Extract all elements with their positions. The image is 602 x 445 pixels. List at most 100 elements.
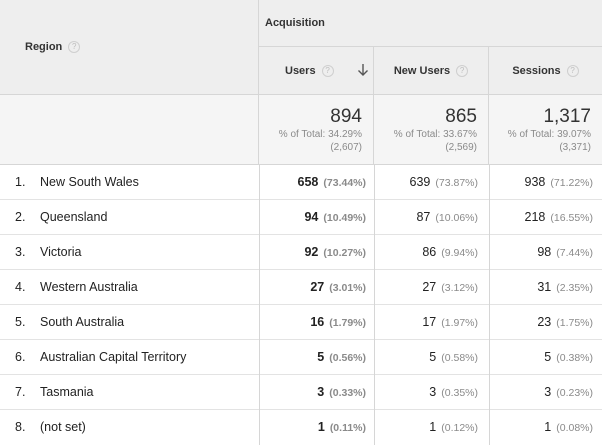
new-users-cell: 87 (10.06%) — [374, 200, 489, 235]
column-divider — [259, 165, 260, 200]
users-column-header[interactable]: Users ? — [259, 47, 374, 95]
sessions-value: 31 — [537, 280, 552, 294]
new-users-header-label: New Users — [393, 64, 451, 77]
sessions-percent: (0.23%) — [556, 387, 593, 399]
new-users-value: 639 — [409, 175, 431, 189]
users-cell: 658 (73.44%) — [259, 165, 374, 200]
new-users-percent: (10.06%) — [435, 212, 478, 224]
users-percent: (0.56%) — [329, 352, 366, 364]
sessions-cell: 31 (2.35%) — [489, 270, 602, 305]
region-link[interactable]: (not set) — [40, 420, 86, 434]
column-divider — [374, 235, 375, 270]
region-link[interactable]: Tasmania — [40, 385, 94, 399]
users-percent: (0.11%) — [329, 422, 366, 434]
new-users-total-value: 865 — [445, 106, 477, 127]
new-users-value: 3 — [429, 385, 437, 399]
new-users-percent: (73.87%) — [435, 177, 478, 189]
help-icon[interactable]: ? — [321, 64, 334, 77]
table-row: 6. Australian Capital Territory 5 (0.56%)… — [0, 340, 602, 375]
users-total-percent: % of Total: 34.29% — [278, 129, 362, 140]
users-total-value: 894 — [330, 106, 362, 127]
region-header-label: Region — [25, 41, 63, 53]
region-link[interactable]: Victoria — [40, 245, 82, 259]
sessions-cell: 23 (1.75%) — [489, 305, 602, 340]
column-divider — [374, 375, 375, 410]
users-value: 1 — [317, 420, 325, 434]
table-row: 7. Tasmania 3 (0.33%) 3 (0.35%) 3 (0.23%) — [0, 375, 602, 410]
column-divider — [259, 410, 260, 445]
region-link[interactable]: Western Australia — [40, 280, 138, 294]
new-users-percent: (0.58%) — [441, 352, 478, 364]
new-users-value: 5 — [429, 350, 437, 364]
sessions-value: 938 — [524, 175, 546, 189]
sessions-column-header[interactable]: Sessions ? — [489, 47, 602, 95]
sessions-cell: 1 (0.08%) — [489, 410, 602, 445]
users-percent: (10.49%) — [323, 212, 366, 224]
region-column-header[interactable]: Region ? — [0, 0, 259, 95]
new-users-cell: 27 (3.12%) — [374, 270, 489, 305]
column-divider — [259, 200, 260, 235]
column-divider — [374, 270, 375, 305]
row-index: 6. — [15, 350, 26, 364]
column-divider — [374, 200, 375, 235]
column-divider — [259, 235, 260, 270]
region-link[interactable]: South Australia — [40, 315, 125, 329]
region-link[interactable]: New South Wales — [40, 175, 139, 189]
column-divider — [374, 410, 375, 445]
column-divider — [374, 305, 375, 340]
column-divider — [489, 375, 490, 410]
arrow-down-icon[interactable] — [356, 63, 370, 77]
new-users-total-cell: 865 % of Total: 33.67% (2,569) — [374, 95, 489, 165]
new-users-cell: 86 (9.94%) — [374, 235, 489, 270]
region-link[interactable]: Australian Capital Territory — [40, 350, 187, 364]
help-icon[interactable]: ? — [456, 64, 469, 77]
users-percent: (1.79%) — [329, 317, 366, 329]
sessions-value: 218 — [524, 210, 546, 224]
users-value: 27 — [310, 280, 325, 294]
sessions-percent: (2.35%) — [556, 282, 593, 294]
new-users-percent: (9.94%) — [441, 247, 478, 259]
sessions-value: 98 — [537, 245, 552, 259]
help-icon[interactable]: ? — [68, 41, 81, 53]
table-row: 2. Queensland 94 (10.49%) 87 (10.06%) 218 (… — [0, 200, 602, 235]
sessions-value: 23 — [537, 315, 552, 329]
users-value: 16 — [310, 315, 325, 329]
new-users-value: 1 — [429, 420, 437, 434]
new-users-percent: (1.97%) — [441, 317, 478, 329]
users-header-label: Users — [285, 64, 316, 77]
users-cell: 92 (10.27%) — [259, 235, 374, 270]
column-divider — [489, 200, 490, 235]
new-users-value: 87 — [416, 210, 431, 224]
users-percent: (3.01%) — [329, 282, 366, 294]
sessions-value: 5 — [544, 350, 552, 364]
totals-row-label-cell — [0, 95, 259, 165]
table-row: 3. Victoria 92 (10.27%) 86 (9.94%) 98 (7.44… — [0, 235, 602, 270]
users-total-overall: (2,607) — [330, 142, 362, 153]
users-value: 5 — [317, 350, 325, 364]
help-icon[interactable]: ? — [566, 64, 579, 77]
column-divider — [374, 165, 375, 200]
row-index: 8. — [15, 420, 26, 434]
column-divider — [489, 235, 490, 270]
row-index: 7. — [15, 385, 26, 399]
new-users-cell: 17 (1.97%) — [374, 305, 489, 340]
region-link[interactable]: Queensland — [40, 210, 108, 224]
sessions-header-label: Sessions — [512, 64, 561, 77]
users-value: 3 — [317, 385, 325, 399]
row-index: 3. — [15, 245, 26, 259]
sessions-percent: (0.38%) — [556, 352, 593, 364]
users-percent: (10.27%) — [323, 247, 366, 259]
users-cell: 5 (0.56%) — [259, 340, 374, 375]
new-users-column-header[interactable]: New Users ? — [374, 47, 489, 95]
sessions-total-value: 1,317 — [543, 106, 591, 127]
users-cell: 27 (3.01%) — [259, 270, 374, 305]
row-index: 1. — [15, 175, 26, 189]
sessions-total-overall: (3,371) — [559, 142, 591, 153]
sessions-percent: (7.44%) — [556, 247, 593, 259]
users-cell: 1 (0.11%) — [259, 410, 374, 445]
row-index: 2. — [15, 210, 26, 224]
sessions-cell: 938 (71.22%) — [489, 165, 602, 200]
new-users-value: 27 — [422, 280, 437, 294]
new-users-cell: 639 (73.87%) — [374, 165, 489, 200]
